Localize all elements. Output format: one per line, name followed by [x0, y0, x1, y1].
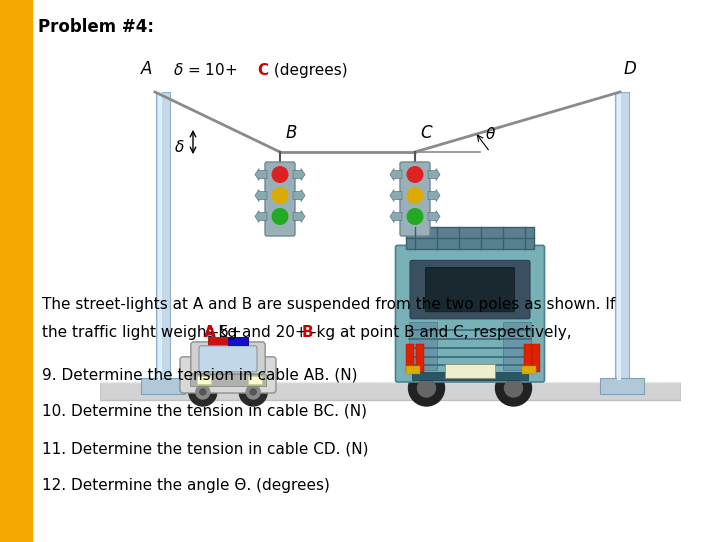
FancyArrow shape: [428, 210, 440, 223]
Bar: [412, 372, 528, 380]
FancyBboxPatch shape: [180, 357, 276, 393]
Bar: [445, 364, 495, 378]
Bar: [406, 344, 414, 372]
Bar: [615, 92, 629, 380]
Text: 12. Determine the angle Θ. (degrees): 12. Determine the angle Θ. (degrees): [42, 478, 330, 493]
Text: $D$: $D$: [623, 60, 637, 78]
Text: 10. Determine the tension in cable BC. (N): 10. Determine the tension in cable BC. (…: [42, 404, 367, 419]
Circle shape: [272, 209, 288, 224]
Bar: [523, 344, 532, 372]
Circle shape: [408, 370, 445, 406]
FancyArrow shape: [255, 190, 267, 202]
Circle shape: [418, 379, 436, 397]
Bar: [503, 322, 531, 370]
Bar: [190, 374, 266, 386]
Text: $\delta$: $\delta$: [174, 139, 185, 155]
Text: (degrees): (degrees): [269, 63, 348, 78]
FancyArrow shape: [390, 210, 402, 223]
Bar: [248, 376, 262, 384]
Circle shape: [239, 378, 267, 406]
Bar: [406, 366, 421, 374]
Text: $B$: $B$: [285, 124, 298, 142]
Bar: [158, 92, 162, 380]
FancyArrow shape: [428, 190, 440, 202]
FancyArrow shape: [390, 169, 402, 180]
Bar: [208, 338, 248, 345]
Circle shape: [246, 385, 260, 399]
Text: $C$: $C$: [420, 124, 433, 142]
FancyArrow shape: [255, 210, 267, 223]
Bar: [156, 92, 170, 380]
Bar: [141, 378, 186, 394]
FancyArrow shape: [293, 190, 305, 202]
Text: -kg and 20+: -kg and 20+: [213, 325, 308, 340]
Text: 11. Determine the tension in cable CD. (N): 11. Determine the tension in cable CD. (…: [42, 441, 368, 456]
Bar: [522, 366, 536, 374]
FancyBboxPatch shape: [191, 342, 265, 374]
Text: $\delta$ = 10+: $\delta$ = 10+: [173, 62, 237, 78]
FancyArrow shape: [293, 210, 305, 223]
Circle shape: [200, 389, 206, 395]
Bar: [228, 338, 248, 345]
FancyBboxPatch shape: [199, 346, 257, 372]
Circle shape: [250, 389, 256, 395]
FancyArrow shape: [428, 169, 440, 180]
FancyArrow shape: [390, 190, 402, 202]
FancyBboxPatch shape: [400, 162, 430, 236]
FancyArrow shape: [255, 169, 267, 180]
Bar: [617, 92, 621, 380]
Bar: [532, 344, 540, 372]
Circle shape: [272, 188, 288, 203]
Circle shape: [188, 378, 217, 406]
Circle shape: [496, 370, 531, 406]
Bar: [406, 228, 534, 249]
FancyBboxPatch shape: [426, 267, 515, 312]
Bar: [0, 0, 32, 542]
Text: the traffic light weighs 5+: the traffic light weighs 5+: [42, 325, 242, 340]
Text: $\theta$: $\theta$: [485, 126, 496, 142]
Text: $A$: $A$: [141, 60, 154, 78]
FancyBboxPatch shape: [396, 246, 545, 382]
Bar: [409, 322, 437, 370]
Text: A: A: [204, 325, 216, 340]
Text: -kg at point B and C, respectively,: -kg at point B and C, respectively,: [311, 325, 572, 340]
FancyBboxPatch shape: [410, 260, 530, 319]
Text: The street-lights at A and B are suspended from the two poles as shown. If: The street-lights at A and B are suspend…: [42, 297, 615, 312]
Circle shape: [505, 379, 523, 397]
Bar: [196, 376, 211, 384]
Circle shape: [407, 188, 423, 203]
Text: B: B: [302, 325, 313, 340]
Text: Problem #4:: Problem #4:: [38, 18, 154, 36]
Bar: [416, 344, 424, 372]
Circle shape: [407, 167, 423, 182]
Circle shape: [407, 209, 423, 224]
FancyArrow shape: [293, 169, 305, 180]
Circle shape: [272, 167, 288, 182]
Bar: [600, 378, 645, 394]
Text: C: C: [257, 63, 268, 78]
Bar: [100, 382, 680, 400]
FancyBboxPatch shape: [265, 162, 295, 236]
Text: 9. Determine the tension in cable AB. (N): 9. Determine the tension in cable AB. (N…: [42, 367, 358, 382]
Circle shape: [196, 385, 210, 399]
